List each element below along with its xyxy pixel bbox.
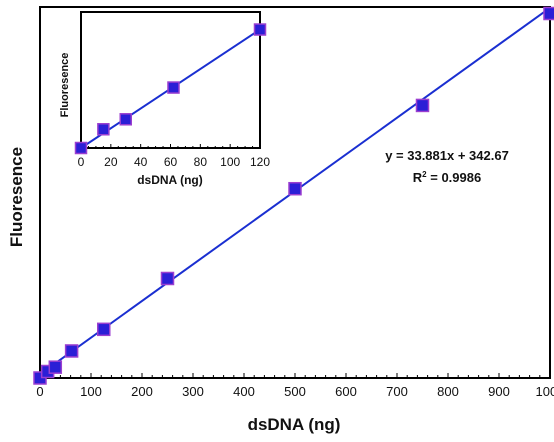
inset-x-ticks — [80, 144, 261, 148]
main-x-tick-label: 200 — [131, 384, 153, 399]
main-x-tick-label: 400 — [233, 384, 255, 399]
inset-data-point — [97, 123, 110, 136]
inset-x-tick-label: 120 — [250, 155, 270, 169]
main-data-points — [33, 6, 554, 385]
main-data-point — [288, 181, 302, 196]
inset-x-tick-label: 40 — [134, 155, 148, 169]
main-data-point — [48, 360, 63, 374]
main-x-tick-label: 0 — [36, 384, 43, 399]
main-data-point — [415, 98, 430, 113]
main-x-tick-label: 100 — [80, 384, 102, 399]
inset-x-tick-label: 60 — [164, 155, 178, 169]
main-x-tick-labels: 0 100 200 300 400 500 600 700 800 900 1000 — [36, 384, 554, 399]
inset-y-axis-title: Fluoresence — [59, 53, 71, 118]
inset-plot-frame — [80, 11, 261, 149]
inset-data-point — [253, 23, 267, 36]
main-data-point — [97, 322, 111, 337]
inset-data-points — [74, 23, 267, 155]
inset-x-tick-label: 80 — [194, 155, 208, 169]
main-plot: 01002003004005006007008009001000 dsDNA (… — [7, 6, 554, 434]
inset-x-axis-title: dsDNA (ng) — [137, 173, 203, 187]
main-x-tick-label: 500 — [284, 384, 306, 399]
main-x-tick-label: 700 — [386, 384, 408, 399]
inset-x-tick-labels: 0 20 40 60 80 100 120 — [78, 155, 271, 169]
inset-x-tick-label: 100 — [220, 155, 240, 169]
main-y-axis-title: Fluoresence — [7, 147, 26, 247]
inset-data-point — [74, 141, 88, 155]
main-x-axis-title: dsDNA (ng) — [248, 415, 341, 434]
main-x-tick-label: 1000 — [536, 384, 554, 399]
inset-plot: 0 20 40 60 80 100 120 dsDNA (ng) Fluoresence — [59, 11, 271, 187]
main-data-point — [64, 344, 79, 358]
r-squared-value: = 0.9986 — [427, 170, 482, 185]
main-x-tick-label: 900 — [488, 384, 510, 399]
inset-x-tick-label: 20 — [104, 155, 118, 169]
r-squared-annotation: R2 = 0.9986 — [413, 170, 481, 185]
trendline-equation: y = 33.881x + 342.67 — [385, 148, 509, 163]
r-squared-prefix: R — [413, 170, 423, 185]
main-x-tick-label: 300 — [182, 384, 204, 399]
main-data-point — [543, 6, 554, 21]
main-x-tick-label: 600 — [335, 384, 357, 399]
r-squared-superscript: 2 — [422, 170, 427, 179]
main-data-point — [160, 271, 175, 286]
inset-data-point — [119, 113, 132, 126]
inset-x-tick-label: 0 — [78, 155, 85, 169]
inset-data-point — [167, 81, 180, 94]
main-x-tick-label: 800 — [437, 384, 459, 399]
